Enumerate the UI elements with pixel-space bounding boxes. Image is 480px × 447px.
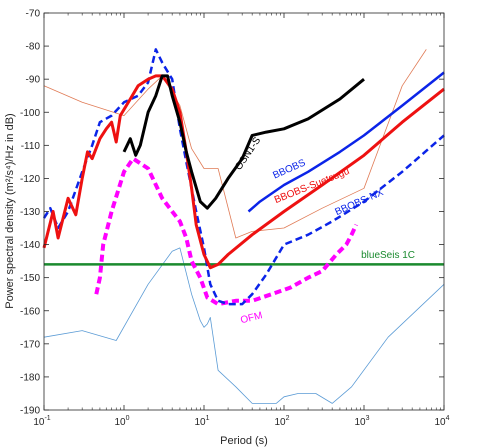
series-line-2 [43,49,427,239]
x-tick-label: 103 [354,415,369,428]
x-axis-title: Period (s) [220,435,268,447]
series-line-bbobs-suetsugu [42,74,445,270]
y-tick-label: -170 [20,339,40,350]
series-line-osn1-s [122,74,365,210]
series-layer [42,48,445,404]
series-line-bbobs [247,71,445,213]
y-tick-label: -120 [20,174,40,185]
series-line-1 [43,247,445,404]
x-tick-label: 101 [194,415,209,428]
label-blueseis-1c: blueSeis 1C [361,250,415,261]
label-ofm: OFM [239,310,263,326]
y-tick-label: -100 [20,108,40,119]
y-tick-label: -190 [20,406,40,417]
y-tick-label: -180 [20,372,40,383]
y-tick-label: -150 [20,273,40,284]
y-axis-title: Power spectral density (m²/s⁴)/Hz in dB) [4,113,16,308]
plot-background [44,13,444,410]
x-tick-label: 104 [434,415,449,428]
y-tick-label: -110 [21,141,41,152]
y-tick-label: -130 [20,207,40,218]
series-line-ofm [94,156,359,307]
x-tick-label: 10-1 [33,415,50,428]
y-tick-label: -70 [26,9,41,20]
ticks-layer: 10-1 100 101 102 103 104 -190 -180 -170 -160 -150 -… [20,9,450,429]
y-tick-label: -140 [20,240,40,251]
x-tick-label: 100 [114,415,129,428]
y-tick-label: -80 [26,42,41,53]
x-tick-label: 102 [274,415,289,428]
y-tick-label: -160 [20,306,40,317]
series-line-bbobs-nx [42,48,445,306]
y-tick-label: -90 [26,75,41,86]
